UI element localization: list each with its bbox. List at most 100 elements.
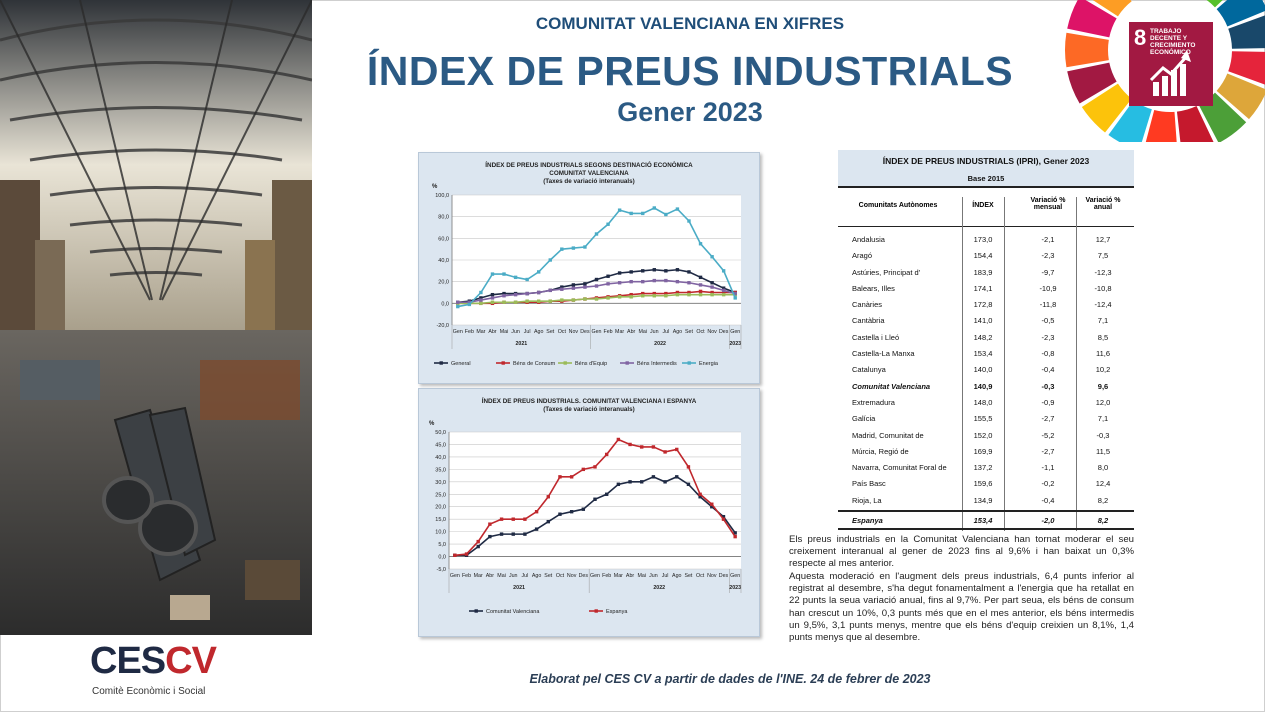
data-point (525, 291, 529, 296)
cell-name: Madrid, Comunitat de (852, 430, 924, 440)
cell-annual: 7,5 (1097, 251, 1109, 261)
cell-name: Comunitat Valenciana (852, 381, 931, 391)
data-point (617, 208, 622, 212)
cell-name: Cantàbria (852, 316, 885, 326)
legend-label: Béns de Consum (513, 361, 556, 367)
table-row: País Basc 159,6 -0,2 12,4 (838, 475, 1134, 491)
sdg-label: TRABAJO DECENTE Y CRECIMIENTO ECONÓMICO (1150, 28, 1196, 56)
year-label: 2023 (729, 341, 741, 347)
table-row: Canàries 172,8 -11,8 -12,4 (838, 296, 1134, 312)
data-point (511, 532, 515, 536)
x-tick-label: Jul (662, 573, 669, 579)
sdg-wheel-segment (1067, 0, 1117, 38)
legend-label: Comunitat Valenciana (486, 609, 540, 615)
x-tick-label: Ago (534, 329, 543, 335)
data-point (523, 517, 527, 521)
data-point (687, 281, 691, 285)
data-point (594, 284, 599, 288)
x-tick-label: Gen (730, 329, 740, 335)
x-tick-label: Feb (603, 329, 612, 335)
cell-index: 173,0 (973, 235, 993, 244)
x-tick-label: Oct (696, 329, 705, 335)
data-point (546, 519, 550, 524)
y-tick-label: 0,0 (438, 555, 446, 561)
legend-marker (625, 361, 629, 365)
data-point (456, 300, 460, 304)
x-tick-label: Mar (476, 329, 485, 335)
cell-index: 172,8 (973, 300, 993, 310)
legend-marker (594, 609, 598, 613)
legend-marker (474, 609, 478, 613)
y-tick-label: 40,0 (435, 455, 446, 461)
data-point (640, 480, 644, 484)
data-point (560, 287, 564, 291)
x-tick-label: Jul (662, 329, 669, 335)
table-base: Base 2015 (838, 172, 1134, 188)
legend-label: Béns d'Equip (575, 361, 607, 367)
x-tick-label: Des (579, 573, 589, 579)
y-tick-label: 35,0 (435, 467, 446, 473)
cell-name: Castella-La Manxa (852, 349, 915, 359)
table-title: ÍNDEX DE PREUS INDUSTRIALS (IPRI), Gener… (838, 150, 1134, 172)
data-point (560, 247, 564, 251)
x-tick-label: Abr (627, 329, 635, 335)
table-row: Astúries, Principat d' 183,9 -9,7 -12,3 (838, 264, 1134, 280)
data-point (698, 495, 702, 499)
x-tick-label: Ago (673, 329, 682, 335)
cell-name: Catalunya (852, 365, 886, 375)
data-point (464, 552, 469, 556)
data-point (733, 534, 737, 539)
col-header-annual: Variació % anual (1085, 197, 1121, 211)
data-point (583, 297, 587, 301)
cell-monthly: -11,8 (1039, 300, 1057, 310)
chart-panel-cv-spain: ÍNDEX DE PREUS INDUSTRIALS. COMUNITAT VA… (418, 388, 760, 637)
data-point (617, 271, 622, 275)
x-tick-label: Jul (522, 573, 529, 579)
x-tick-label: Mai (637, 573, 646, 579)
data-point (571, 286, 576, 290)
table-row: Cantàbria 141,0 -0,5 7,1 (838, 312, 1134, 328)
data-point (558, 512, 562, 516)
data-point (593, 465, 597, 469)
cell-monthly: -2,0 (1041, 516, 1055, 526)
cell-index: 153,4 (973, 349, 993, 359)
data-point (629, 211, 633, 216)
data-point (593, 497, 597, 501)
data-point (456, 304, 460, 309)
cell-index: 148,0 (973, 397, 993, 407)
data-point (479, 301, 483, 306)
table-row: Navarra, Comunitat Foral de 137,2 -1,1 8,0 (838, 459, 1134, 475)
chart-subtitle: (Taxes de variació interanuals) (543, 406, 635, 413)
x-tick-label: Nov (707, 329, 717, 335)
table-separator (1004, 197, 1005, 531)
cell-index: 148,2 (973, 332, 993, 342)
data-point (675, 207, 680, 211)
y-tick-label: 80,0 (438, 215, 449, 221)
data-point (629, 279, 633, 284)
logo-subtitle: Comitè Econòmic i Social (92, 686, 206, 697)
data-point (710, 502, 714, 506)
data-point (499, 532, 504, 536)
data-point (511, 517, 515, 521)
cell-monthly: -2,3 (1041, 251, 1055, 261)
data-point (652, 206, 656, 210)
x-tick-label: Set (544, 573, 552, 579)
cell-monthly: -2,7 (1041, 446, 1055, 456)
data-point (534, 527, 539, 531)
x-tick-label: Mar (474, 573, 483, 579)
table-body: Andalusia 173,0 -2,1 12,7 Aragó 154,4 -2,3 7,5 A… (838, 231, 1134, 508)
table-row: Castella i Lleó 148,2 -2,3 8,5 (838, 329, 1134, 345)
data-point (721, 288, 726, 293)
cell-index: 183,9 (973, 267, 993, 277)
page-subtitle: Gener 2023 (617, 97, 763, 127)
data-point (629, 270, 633, 274)
table-row: Rioja, La 134,9 -0,4 8,2 (838, 492, 1134, 508)
data-point (641, 291, 645, 296)
y-tick-label: 50,0 (435, 430, 446, 436)
cell-index: 153,4 (973, 516, 993, 526)
y-tick-label: 40,0 (438, 258, 449, 264)
legend-label: Béns Intermedis (637, 361, 677, 367)
x-tick-label: Set (685, 329, 693, 335)
data-point (664, 291, 668, 296)
data-point (675, 268, 680, 272)
